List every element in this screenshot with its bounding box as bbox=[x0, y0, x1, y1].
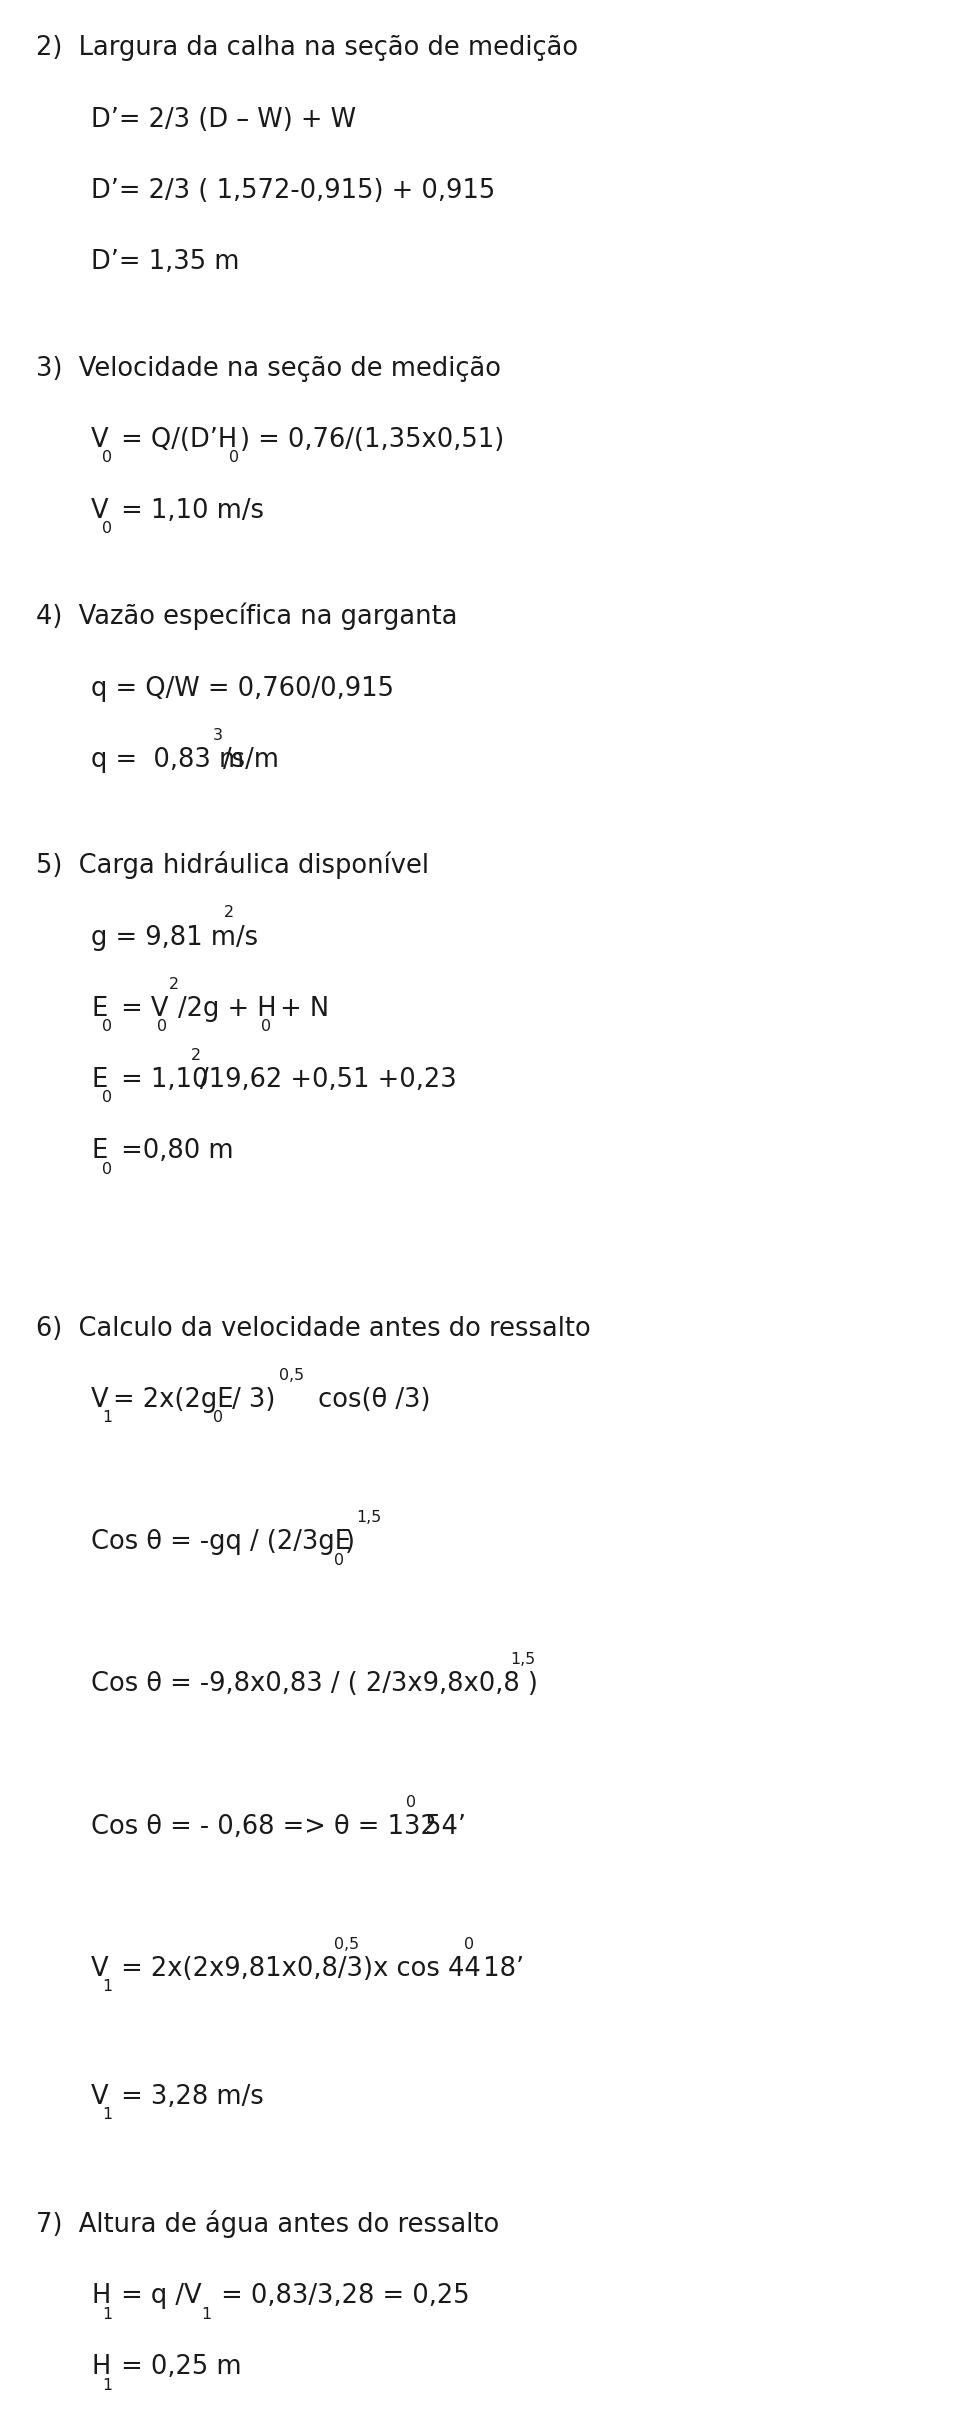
Text: E: E bbox=[91, 1066, 108, 1092]
Text: 0: 0 bbox=[406, 1794, 416, 1811]
Text: cos(θ /3): cos(θ /3) bbox=[310, 1386, 430, 1413]
Text: 0: 0 bbox=[102, 1162, 112, 1177]
Text: = 2x(2x9,81x0,8/3): = 2x(2x9,81x0,8/3) bbox=[113, 1955, 373, 1982]
Text: = q /V: = q /V bbox=[113, 2283, 202, 2310]
Text: Cos θ = -gq / (2/3gE: Cos θ = -gq / (2/3gE bbox=[91, 1529, 351, 1555]
Text: / 3): / 3) bbox=[224, 1386, 276, 1413]
Text: = 3,28 m/s: = 3,28 m/s bbox=[113, 2083, 264, 2110]
Text: V: V bbox=[91, 427, 108, 453]
Text: = 1,10 m/s: = 1,10 m/s bbox=[113, 497, 264, 523]
Text: = 1,10: = 1,10 bbox=[113, 1066, 208, 1092]
Text: /19,62 +0,51 +0,23: /19,62 +0,51 +0,23 bbox=[201, 1066, 457, 1092]
Text: E: E bbox=[91, 1138, 108, 1165]
Text: H: H bbox=[91, 2283, 110, 2310]
Text: D’= 2/3 ( 1,572-0,915) + 0,915: D’= 2/3 ( 1,572-0,915) + 0,915 bbox=[91, 178, 495, 203]
Text: 0: 0 bbox=[334, 1553, 344, 1567]
Text: 2: 2 bbox=[169, 976, 179, 991]
Text: V: V bbox=[91, 1386, 108, 1413]
Text: Cos θ = - 0,68 => θ = 132: Cos θ = - 0,68 => θ = 132 bbox=[91, 1813, 437, 1840]
Text: 0: 0 bbox=[261, 1020, 272, 1034]
Text: /2g + H: /2g + H bbox=[179, 996, 276, 1022]
Text: 1: 1 bbox=[202, 2307, 212, 2322]
Text: 2: 2 bbox=[190, 1049, 201, 1063]
Text: V: V bbox=[91, 1955, 108, 1982]
Text: 1,5: 1,5 bbox=[356, 1509, 381, 1526]
Text: q =  0,83 m: q = 0,83 m bbox=[91, 747, 245, 772]
Text: 0: 0 bbox=[102, 1090, 112, 1104]
Text: 3)  Velocidade na seção de medição: 3) Velocidade na seção de medição bbox=[36, 354, 501, 381]
Text: 5)  Carga hidráulica disponível: 5) Carga hidráulica disponível bbox=[36, 851, 429, 880]
Text: D’= 1,35 m: D’= 1,35 m bbox=[91, 248, 240, 275]
Text: 1: 1 bbox=[102, 2107, 112, 2122]
Text: 0: 0 bbox=[102, 521, 112, 535]
Text: ) = 0,76/(1,35x0,51): ) = 0,76/(1,35x0,51) bbox=[240, 427, 505, 453]
Text: 0: 0 bbox=[157, 1020, 167, 1034]
Text: 0,5: 0,5 bbox=[278, 1367, 304, 1384]
Text: =0,80 m: =0,80 m bbox=[113, 1138, 234, 1165]
Text: V: V bbox=[91, 497, 108, 523]
Text: = 0,83/3,28 = 0,25: = 0,83/3,28 = 0,25 bbox=[213, 2283, 469, 2310]
Text: 0: 0 bbox=[102, 451, 112, 465]
Text: 2: 2 bbox=[224, 907, 234, 921]
Text: + N: + N bbox=[273, 996, 329, 1022]
Text: 0: 0 bbox=[465, 1936, 474, 1953]
Text: 0: 0 bbox=[102, 1020, 112, 1034]
Text: H: H bbox=[91, 2353, 110, 2380]
Text: 1: 1 bbox=[102, 2377, 112, 2392]
Text: 54’: 54’ bbox=[417, 1813, 466, 1840]
Text: g = 9,81 m/s: g = 9,81 m/s bbox=[91, 923, 258, 950]
Text: = V: = V bbox=[113, 996, 169, 1022]
Text: 4)  Vazão específica na garganta: 4) Vazão específica na garganta bbox=[36, 603, 458, 629]
Text: x cos 44: x cos 44 bbox=[365, 1955, 481, 1982]
Text: 1: 1 bbox=[102, 2307, 112, 2322]
Text: ): ) bbox=[346, 1529, 355, 1555]
Text: Cos θ = -9,8x0,83 / ( 2/3x9,8x0,8 ): Cos θ = -9,8x0,83 / ( 2/3x9,8x0,8 ) bbox=[91, 1671, 538, 1697]
Text: /s/m: /s/m bbox=[223, 747, 278, 772]
Text: 0: 0 bbox=[229, 451, 239, 465]
Text: 0,5: 0,5 bbox=[334, 1936, 359, 1953]
Text: 7)  Altura de água antes do ressalto: 7) Altura de água antes do ressalto bbox=[36, 2211, 500, 2237]
Text: = 0,25 m: = 0,25 m bbox=[113, 2353, 242, 2380]
Text: D’= 2/3 (D – W) + W: D’= 2/3 (D – W) + W bbox=[91, 106, 356, 133]
Text: 1: 1 bbox=[102, 1410, 112, 1425]
Text: 6)  Calculo da velocidade antes do ressalto: 6) Calculo da velocidade antes do ressal… bbox=[36, 1316, 591, 1341]
Text: 2)  Largura da calha na seção de medição: 2) Largura da calha na seção de medição bbox=[36, 36, 579, 60]
Text: V: V bbox=[91, 2083, 108, 2110]
Text: E: E bbox=[91, 996, 108, 1022]
Text: = 2x(2gE: = 2x(2gE bbox=[113, 1386, 234, 1413]
Text: 18’: 18’ bbox=[475, 1955, 524, 1982]
Text: 0: 0 bbox=[212, 1410, 223, 1425]
Text: 1,5: 1,5 bbox=[511, 1652, 536, 1668]
Text: q = Q/W = 0,760/0,915: q = Q/W = 0,760/0,915 bbox=[91, 675, 395, 702]
Text: 1: 1 bbox=[102, 1979, 112, 1994]
Text: 3: 3 bbox=[213, 728, 223, 743]
Text: = Q/(D’H: = Q/(D’H bbox=[113, 427, 237, 453]
